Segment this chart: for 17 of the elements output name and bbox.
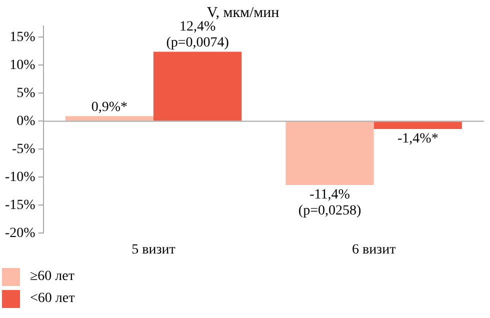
y-tick-label: -10% (4, 170, 36, 185)
data-label: -1,4%* (397, 132, 438, 147)
x-tick-label: 6 визит (352, 242, 396, 258)
y-tick-label: -5% (12, 142, 36, 157)
y-tick-label: -20% (4, 226, 36, 241)
chart-title: V, мкм/мин (206, 4, 280, 21)
y-tick-label: 0% (16, 114, 36, 129)
x-tick-label: 5 визит (132, 242, 176, 258)
legend-label: ≥60 лет (30, 269, 75, 285)
data-label: 0,9%* (91, 100, 128, 115)
legend-label: <60 лет (30, 291, 75, 307)
y-tick-label: 10% (10, 58, 36, 73)
data-label: -11,4% (p=0,0258) (298, 188, 362, 219)
y-tick-label: 15% (10, 30, 36, 45)
y-tick-label: 5% (16, 86, 36, 101)
y-tick-label: -15% (4, 198, 36, 213)
data-label: 12,4% (p=0,0074) (166, 19, 230, 50)
